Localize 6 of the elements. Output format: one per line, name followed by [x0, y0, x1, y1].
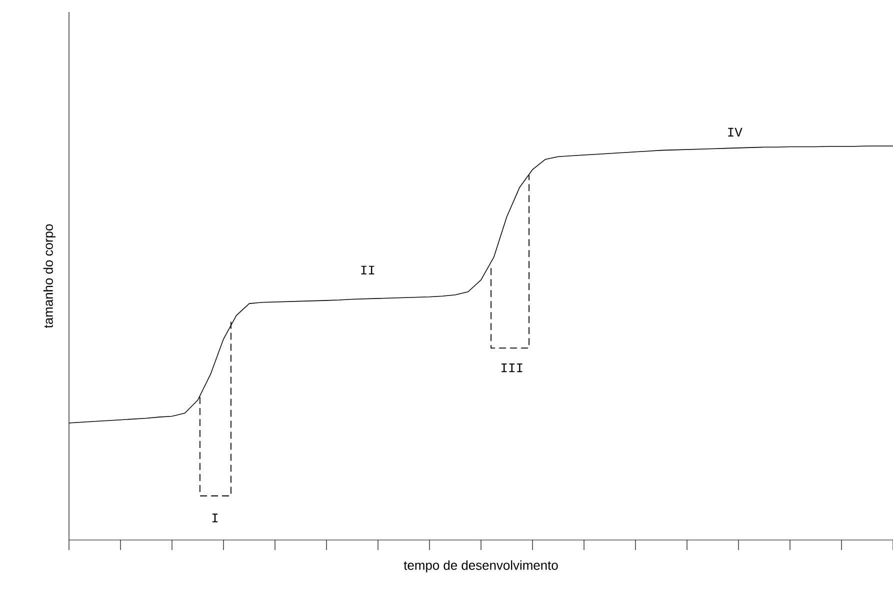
x-axis-title: tempo de desenvolvimento: [404, 560, 558, 572]
text: IV: [728, 128, 742, 136]
annotation: II: [361, 266, 374, 274]
y-axis-title: tamanho do corpo: [43, 224, 56, 328]
annotation: III: [502, 364, 522, 372]
annotation: I: [212, 514, 218, 522]
